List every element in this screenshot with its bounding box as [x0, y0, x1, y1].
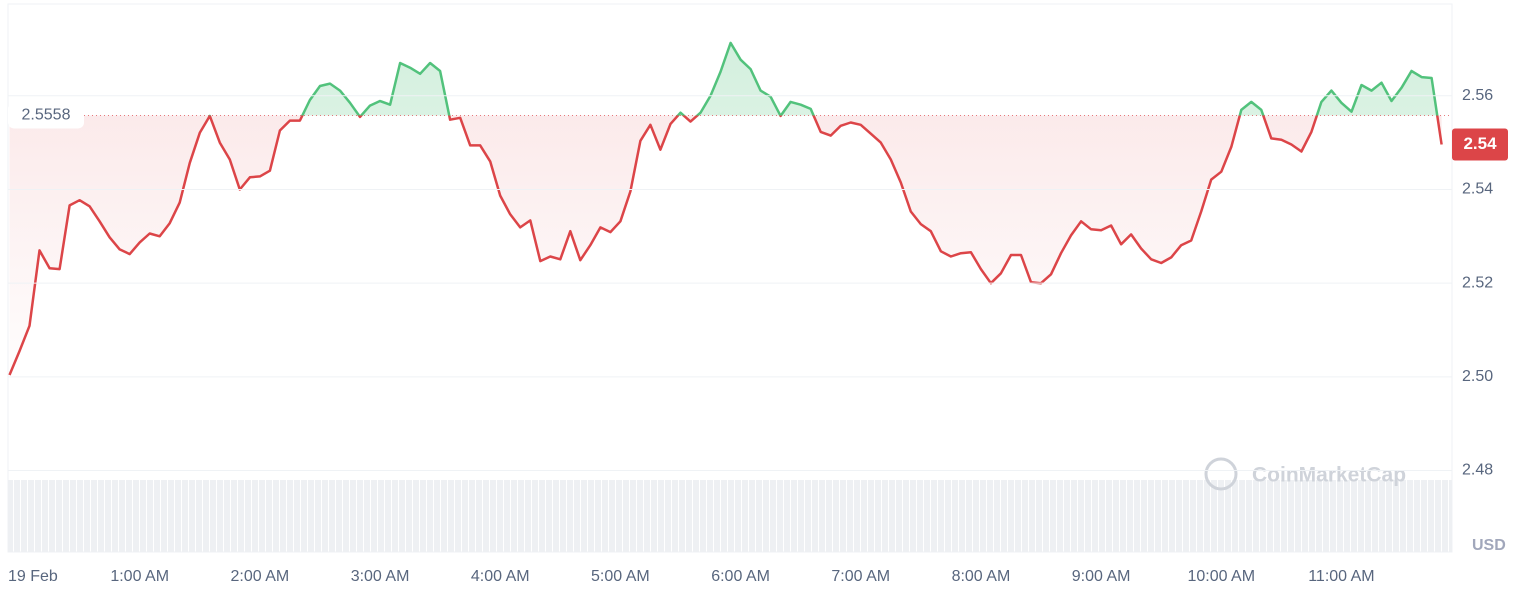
x-tick-label: 4:00 AM [471, 568, 530, 585]
x-tick-label: 9:00 AM [1072, 568, 1131, 585]
y-axis-unit: USD [1472, 537, 1506, 554]
x-tick-label: 6:00 AM [711, 568, 770, 585]
x-tick-label: 19 Feb [8, 568, 58, 585]
watermark: CoinMarketCap [1252, 464, 1406, 487]
baseline-label-box [8, 102, 84, 129]
volume-strip [8, 480, 1452, 552]
x-tick-label: 10:00 AM [1187, 568, 1255, 585]
y-tick-label: 2.50 [1462, 368, 1493, 385]
price-tag-label: 2.54 [1463, 134, 1497, 153]
plot: 2.5558 2.54 [8, 41, 1508, 376]
baseline-label: 2.5558 [22, 107, 71, 124]
area-below [9, 115, 1442, 375]
x-tick-label: 2:00 AM [231, 568, 290, 585]
y-tick-label: 2.52 [1462, 274, 1493, 291]
line-below [8, 115, 1443, 376]
line-above [208, 41, 1439, 116]
x-tick-label: 5:00 AM [591, 568, 650, 585]
y-tick-label: 2.56 [1462, 87, 1493, 104]
y-tick-label: 2.48 [1462, 462, 1493, 479]
y-tick-label: 2.54 [1462, 181, 1493, 198]
x-tick-label: 8:00 AM [952, 568, 1011, 585]
x-tick-label: 3:00 AM [351, 568, 410, 585]
x-tick-label: 11:00 AM [1308, 568, 1374, 585]
x-tick-label: 7:00 AM [831, 568, 890, 585]
watermark-logo [1204, 457, 1238, 491]
x-tick-label: 1:00 AM [110, 568, 169, 585]
price-tag [1452, 128, 1508, 161]
area-above [302, 42, 1438, 116]
